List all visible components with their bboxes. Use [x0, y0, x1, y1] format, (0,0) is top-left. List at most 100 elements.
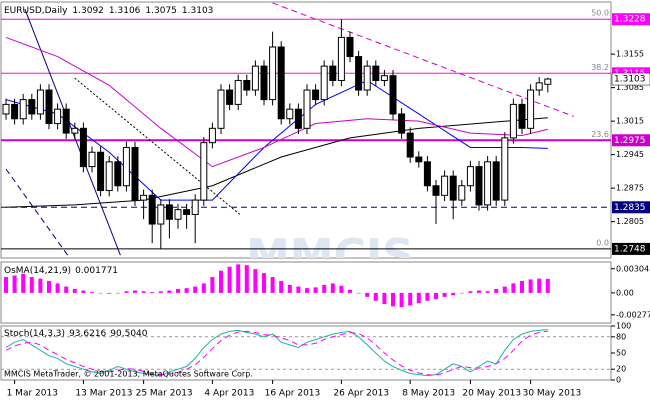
osma-bar	[124, 291, 129, 293]
candle-body	[183, 209, 191, 215]
candle-body	[234, 79, 242, 105]
candle-body	[492, 161, 500, 201]
candle-body	[449, 175, 457, 201]
candle-body	[355, 56, 363, 91]
osma-bar	[528, 279, 533, 293]
candle-body	[140, 194, 148, 201]
candle-body	[11, 103, 19, 120]
osma-bar	[382, 292, 387, 304]
osma-bar	[158, 291, 163, 293]
osma-bar	[72, 288, 77, 293]
chart-title: EURUSD,Daily	[4, 6, 68, 16]
candle-body	[62, 108, 70, 134]
osma-bar	[296, 286, 301, 293]
osma-bar	[494, 288, 499, 293]
candle-body	[28, 99, 36, 115]
candle-body	[114, 161, 122, 187]
x-tick-label: 30 May 2013	[523, 389, 582, 399]
osma-bar	[167, 290, 172, 293]
osma-bar	[287, 284, 292, 293]
candle-body	[277, 46, 285, 120]
osma-bar	[391, 292, 395, 307]
osma-bar	[244, 265, 249, 293]
current-price-box	[611, 72, 650, 86]
ohlc-value: 1.3103	[182, 6, 214, 16]
candle-body	[509, 103, 517, 139]
candle-body	[544, 78, 552, 85]
y-tick-label: 1.2875	[616, 184, 644, 193]
trendline	[5, 168, 71, 258]
footnote: MMCIS MetaTrader, © 2001-2013, MetaQuote…	[4, 370, 253, 379]
osma-bar	[133, 290, 137, 293]
osma-bar	[227, 266, 232, 293]
candle-body	[269, 46, 277, 101]
candle-body	[303, 89, 311, 129]
candle-body	[217, 89, 225, 129]
level-price-box	[612, 201, 650, 214]
candle-body	[45, 89, 53, 125]
stoch-line	[5, 330, 548, 376]
osma-bar	[348, 289, 352, 293]
fib-label: 0.0	[596, 238, 609, 247]
panel-plot	[4, 264, 550, 308]
osma-bar	[176, 288, 180, 293]
osma-bar	[442, 292, 447, 297]
y-tick-label: 0	[616, 376, 621, 385]
osma-bar	[365, 292, 370, 297]
fib-label: 38.2	[591, 63, 609, 72]
candle-body	[19, 99, 27, 120]
candle-body	[380, 75, 388, 81]
level-price-label: 1.2975	[614, 136, 646, 146]
osma-bar	[537, 278, 542, 293]
price-panel	[0, 1, 612, 259]
osma-bar	[545, 278, 550, 293]
candle-body	[398, 113, 406, 134]
osma-bar	[373, 292, 378, 301]
candle-body	[131, 146, 139, 201]
y-tick-label: 20	[616, 365, 626, 374]
y-tick-label: 0.003045	[616, 264, 650, 273]
level-price-label: 1.2835	[614, 203, 646, 213]
candle-body	[484, 161, 492, 206]
osma-bar	[253, 269, 258, 293]
candle-body	[406, 132, 414, 158]
osma-bar	[219, 270, 223, 293]
y-tick-label: 80	[616, 332, 626, 341]
osma-bar	[477, 290, 481, 293]
watermark: MMCIS	[246, 230, 414, 281]
osma-bar	[141, 291, 146, 293]
candle-body	[475, 166, 483, 206]
candle-body	[518, 103, 526, 129]
ohlc-value: 1.3092	[72, 6, 104, 16]
y-tick-label: 1.2805	[616, 217, 644, 226]
osma-bar	[98, 292, 103, 294]
candle-body	[441, 175, 449, 196]
osma-bar	[279, 281, 284, 293]
candle-body	[320, 65, 328, 101]
x-tick-label: 16 Apr 2013	[265, 389, 321, 399]
candle-body	[191, 199, 199, 215]
candle-body	[294, 108, 302, 129]
osma-bar	[502, 286, 507, 293]
level-price-label: 1.3228	[614, 15, 646, 25]
x-tick-label: 20 May 2013	[462, 389, 521, 399]
y-tick-label: 0.00	[616, 288, 634, 297]
y-tick-label: 1.3155	[616, 50, 644, 59]
osma-bar	[4, 277, 8, 293]
osma-bar	[115, 292, 120, 294]
moving-average	[5, 79, 548, 201]
candle-body	[54, 108, 62, 125]
candle-body	[415, 156, 423, 163]
candle-body	[122, 146, 130, 187]
x-tick-label: 13 Mar 2013	[75, 389, 132, 399]
candle-body	[535, 82, 543, 91]
indicator-value: 90.5040	[110, 329, 147, 339]
osma-bar	[520, 281, 524, 293]
osma-bar	[184, 288, 189, 293]
candle-body	[200, 142, 208, 201]
indicator-title: Stoch(14,3,3)	[4, 329, 65, 339]
osma-bar	[356, 292, 361, 294]
fib-label: 23.6	[591, 130, 609, 139]
candle-body	[157, 204, 165, 225]
candle-body	[372, 65, 380, 81]
